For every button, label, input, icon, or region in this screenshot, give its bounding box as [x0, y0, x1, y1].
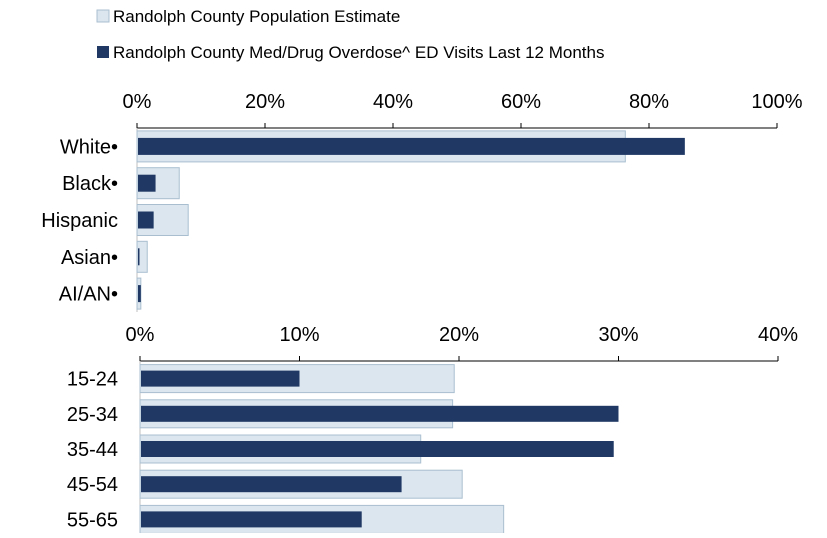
age-category-label: 25-34: [67, 404, 118, 426]
age-visits-bar: [141, 441, 614, 457]
race-panel: 0% 20% 40% 60% 80% 100% White• Black• Hispanic As…: [41, 91, 803, 312]
age-visits-bar: [141, 370, 300, 387]
legend-visits-label: Randolph County Med/Drug Overdose^ ED Vi…: [113, 43, 604, 62]
race-population-bar: [136, 240, 148, 273]
age-category-label: 45-54: [67, 474, 118, 496]
age-x-tick-label: 0%: [126, 324, 155, 346]
race-x-tick-label: 60%: [501, 91, 541, 113]
age-x-tick-label: 20%: [439, 324, 479, 346]
race-visits-bar: [138, 137, 685, 155]
legend-visits-swatch: [97, 46, 109, 58]
age-category-label: 15-24: [67, 369, 118, 391]
race-category-label: Black•: [62, 173, 118, 195]
age-category-label: 35-44: [67, 439, 118, 461]
race-visits-bar: [138, 211, 154, 229]
race-visits-bar: [138, 174, 156, 192]
race-x-tick-label: 0%: [123, 91, 152, 113]
legend-population-label: Randolph County Population Estimate: [113, 7, 400, 26]
age-panel: 0% 10% 20% 30% 40% 15-24 25-34 35-44 45-54 55-65: [67, 324, 798, 537]
race-x-tick-label: 80%: [629, 91, 669, 113]
race-x-tick-label: 40%: [373, 91, 413, 113]
race-category-label: White•: [60, 136, 118, 158]
legend: Randolph County Population Estimate Rand…: [96, 7, 604, 62]
age-x-tick-label: 40%: [758, 324, 798, 346]
age-visits-bar: [141, 405, 619, 422]
age-category-label: 55-65: [67, 509, 118, 531]
legend-population-swatch: [96, 9, 110, 23]
race-x-tick-label: 100%: [751, 91, 802, 113]
race-visits-bar: [138, 285, 141, 303]
age-x-tick-label: 10%: [279, 324, 319, 346]
race-category-label: AI/AN•: [59, 284, 118, 306]
age-visits-bar: [141, 511, 362, 528]
age-visits-bar: [141, 476, 402, 493]
race-category-label: Hispanic: [41, 210, 118, 232]
race-visits-bar: [138, 248, 140, 266]
age-x-tick-label: 30%: [598, 324, 638, 346]
race-x-tick-label: 20%: [245, 91, 285, 113]
race-category-label: Asian•: [61, 247, 118, 269]
race-population-bar: [136, 204, 189, 236]
